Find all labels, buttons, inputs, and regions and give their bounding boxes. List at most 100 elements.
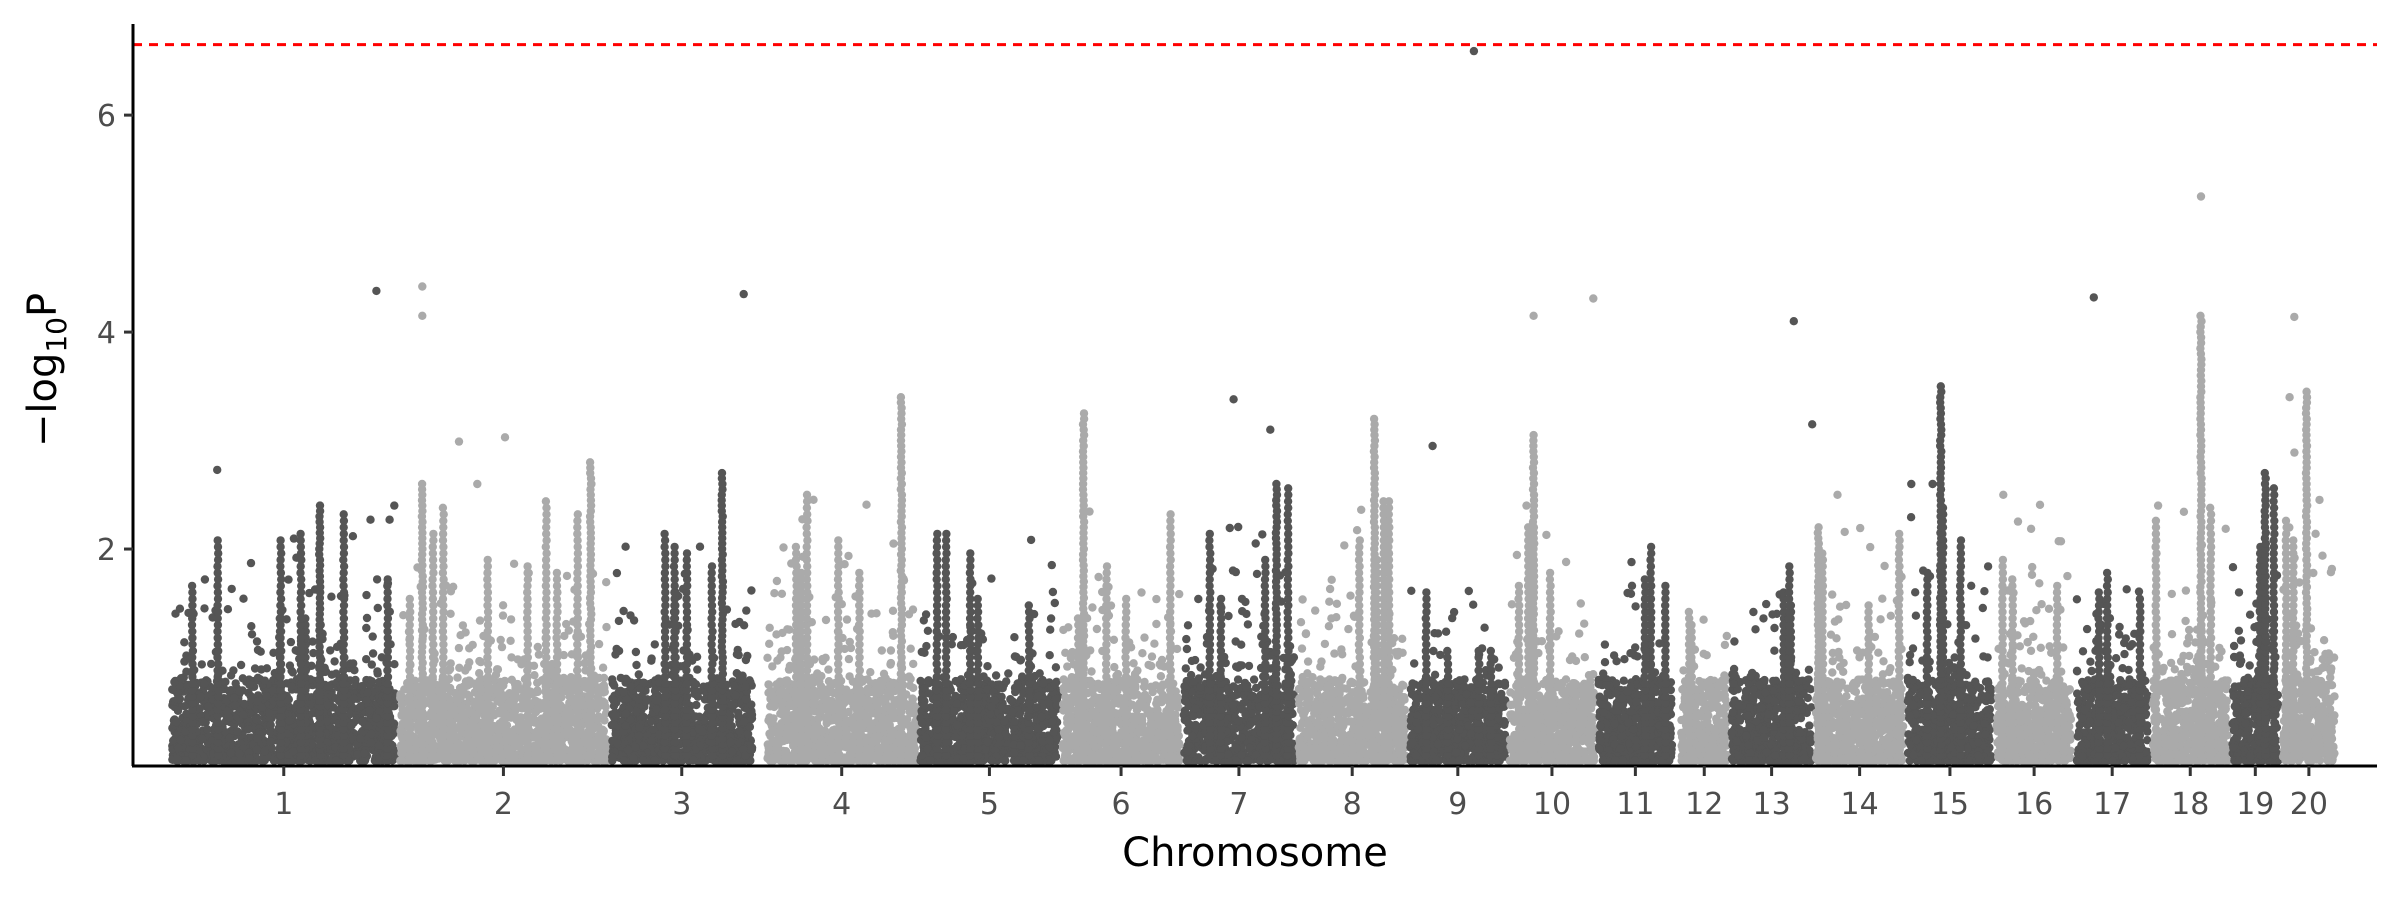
data-point: [333, 731, 343, 740]
data-point: [682, 549, 692, 558]
data-point: [466, 746, 475, 755]
data-point: [253, 734, 262, 743]
data-point: [461, 628, 470, 637]
data-point: [227, 584, 236, 594]
data-point: [741, 655, 751, 665]
data-point: [200, 679, 209, 688]
data-point: [732, 756, 741, 765]
data-point: [168, 685, 177, 694]
data-point: [508, 737, 517, 746]
data-point: [647, 654, 656, 663]
data-point: [505, 753, 514, 763]
data-point: [492, 665, 502, 674]
data-point: [260, 746, 270, 756]
data-point: [602, 622, 611, 632]
data-point: [289, 747, 298, 756]
data-point: [170, 677, 179, 687]
data-point: [372, 714, 381, 723]
data-point: [695, 542, 705, 551]
data-point: [339, 510, 348, 519]
data-point: [513, 655, 522, 664]
data-point: [284, 575, 293, 584]
data-point: [475, 669, 484, 678]
data-point: [560, 745, 570, 754]
data-point: [197, 660, 206, 669]
data-point: [438, 503, 448, 512]
data-point: [213, 536, 222, 545]
data-point: [348, 532, 358, 541]
data-point: [496, 635, 505, 645]
data-point: [594, 747, 603, 756]
data-point: [198, 717, 207, 727]
data-point: [732, 669, 741, 678]
data-point: [356, 702, 365, 711]
data-point: [474, 692, 483, 702]
data-point: [552, 568, 562, 578]
data-point: [233, 727, 242, 736]
data-point: [397, 711, 406, 720]
data-point: [169, 736, 178, 745]
data-point: [495, 746, 504, 755]
data-point: [309, 648, 318, 658]
data-point: [453, 724, 463, 733]
data-point: [660, 529, 669, 539]
data-point: [619, 688, 628, 697]
data-point: [453, 673, 462, 682]
data-point: [198, 734, 207, 744]
data-point: [396, 756, 405, 765]
data-point: [349, 659, 358, 668]
data-point: [455, 663, 464, 672]
data-point: [180, 638, 189, 647]
data-point: [446, 732, 455, 742]
data-point: [735, 617, 744, 627]
data-point: [173, 706, 183, 715]
data-point: [734, 708, 743, 717]
data-point: [510, 679, 520, 688]
data-point: [230, 693, 239, 703]
data-point: [693, 692, 703, 701]
data-point: [383, 575, 392, 584]
data-point: [742, 606, 751, 615]
data-point: [175, 694, 185, 704]
data-point: [429, 529, 438, 539]
data-point: [456, 693, 465, 703]
data-point: [223, 605, 233, 614]
data-point: [363, 721, 373, 730]
data-point: [734, 650, 743, 660]
data-point: [450, 756, 460, 765]
data-point: [200, 575, 210, 584]
data-point: [362, 623, 371, 633]
data-point: [530, 671, 539, 680]
data-point: [176, 735, 185, 745]
data-point: [203, 725, 212, 734]
data-point: [171, 609, 180, 618]
data-point: [446, 609, 455, 618]
data-point: [509, 699, 518, 708]
data-point: [693, 665, 702, 674]
data-point: [631, 647, 641, 657]
data-point: [180, 702, 189, 711]
data-point: [287, 682, 296, 691]
data-point: [564, 626, 573, 635]
data-point: [632, 660, 641, 670]
data-point: [621, 721, 630, 730]
data-point: [172, 717, 181, 727]
data-point: [602, 578, 611, 587]
data-point: [374, 677, 384, 687]
data-point: [276, 536, 285, 545]
data-point: [331, 669, 341, 678]
data-point: [611, 729, 620, 739]
data-point: [181, 756, 191, 765]
data-point: [498, 611, 508, 620]
data-point: [638, 741, 648, 751]
data-point: [176, 674, 186, 683]
data-point: [244, 725, 253, 734]
data-point: [498, 601, 508, 610]
data-point: [367, 729, 376, 739]
data-point: [609, 720, 619, 729]
data-point: [619, 756, 628, 765]
data-point: [523, 562, 532, 571]
data-point: [726, 737, 735, 747]
data-point: [506, 615, 516, 624]
data-point: [741, 695, 751, 704]
